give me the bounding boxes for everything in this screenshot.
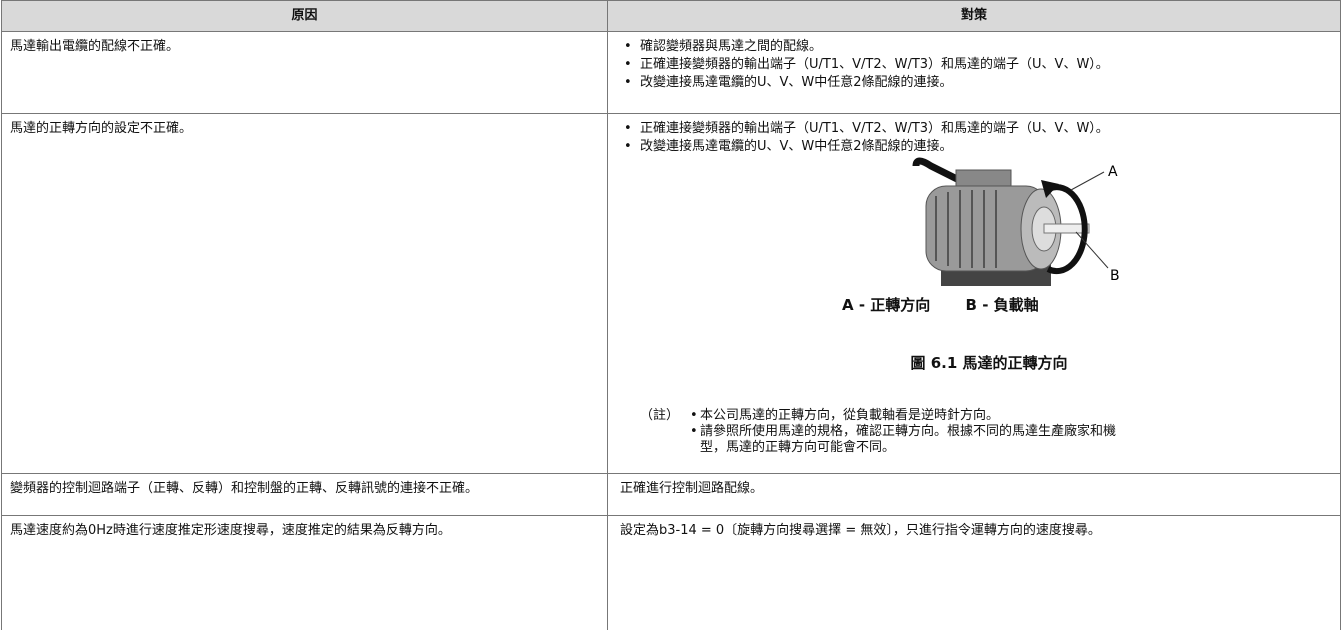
figure: A B A - 正轉方向 B - 負載軸 圖 6.1 馬達的正轉方向 bbox=[616, 156, 1332, 408]
row: 馬達速度約為0Hz時進行速度推定形速度搜尋，速度推定的結果為反轉方向。 設定為b… bbox=[1, 515, 1341, 630]
cause: 馬達速度約為0Hz時進行速度推定形速度搜尋，速度推定的結果為反轉方向。 bbox=[1, 515, 608, 630]
legend-key: A - bbox=[842, 296, 866, 314]
motor-illustration: A B bbox=[912, 157, 1120, 286]
measure: 正確連接變頻器的輸出端子（U/T1、V/T2、W/T3）和馬達的端子（U、V、W… bbox=[624, 56, 1332, 74]
measures: 正確進行控制迴路配線。 bbox=[607, 473, 1341, 516]
legend-key: B - bbox=[965, 296, 989, 314]
note: （註） 本公司馬達的正轉方向，從負載軸看是逆時針方向。 請參照所使用馬達的規格，… bbox=[640, 408, 1332, 456]
measure: 確認變頻器與馬達之間的配線。 bbox=[624, 38, 1332, 56]
measure: 改變連接馬達電纜的U、V、W中任意2條配線的連接。 bbox=[624, 74, 1332, 92]
figure-caption: 圖 6.1 馬達的正轉方向 bbox=[910, 354, 1068, 372]
cause: 變頻器的控制迴路端子（正轉、反轉）和控制盤的正轉、反轉訊號的連接不正確。 bbox=[1, 473, 608, 516]
header-cell: 對策 bbox=[607, 0, 1341, 32]
measure: 正確連接變頻器的輸出端子（U/T1、V/T2、W/T3）和馬達的端子（U、V、W… bbox=[624, 120, 1332, 138]
row: 變頻器的控制迴路端子（正轉、反轉）和控制盤的正轉、反轉訊號的連接不正確。 正確進… bbox=[1, 473, 1341, 516]
note-item: 本公司馬達的正轉方向，從負載軸看是逆時針方向。 bbox=[690, 408, 1130, 424]
legend-text: 正轉方向 bbox=[870, 296, 931, 314]
row: 馬達的正轉方向的設定不正確。 正確連接變頻器的輸出端子（U/T1、V/T2、W/… bbox=[1, 113, 1341, 474]
header-row: 原因 對策 bbox=[1, 0, 1341, 32]
figure-label: A bbox=[1108, 164, 1118, 180]
measure: 設定為b3-14 = 0〔旋轉方向搜尋選擇 = 無效〕，只進行指令運轉方向的速度… bbox=[620, 523, 1101, 538]
measures: 正確連接變頻器的輸出端子（U/T1、V/T2、W/T3）和馬達的端子（U、V、W… bbox=[607, 113, 1341, 474]
measures: 確認變頻器與馬達之間的配線。 正確連接變頻器的輸出端子（U/T1、V/T2、W/… bbox=[607, 31, 1341, 114]
row: 馬達輸出電纜的配線不正確。 確認變頻器與馬達之間的配線。 正確連接變頻器的輸出端… bbox=[1, 31, 1341, 114]
legend-text: 負載軸 bbox=[993, 296, 1039, 314]
note-label: （註） bbox=[640, 408, 680, 423]
cause: 馬達的正轉方向的設定不正確。 bbox=[1, 113, 608, 474]
legend-item: A - 正轉方向 bbox=[842, 296, 930, 314]
legend-item: B - 負載軸 bbox=[966, 296, 1039, 314]
measure: 改變連接馬達電纜的U、V、W中任意2條配線的連接。 bbox=[624, 138, 1332, 156]
header-cell: 原因 bbox=[1, 0, 608, 32]
note-item: 請參照所使用馬達的規格，確認正轉方向。根據不同的馬達生產廠家和機型，馬達的正轉方… bbox=[690, 424, 1130, 456]
figure-label: B bbox=[1110, 268, 1120, 284]
measure: 正確進行控制迴路配線。 bbox=[620, 481, 764, 496]
measures: 設定為b3-14 = 0〔旋轉方向搜尋選擇 = 無效〕，只進行指令運轉方向的速度… bbox=[607, 515, 1341, 630]
legend: A - 正轉方向 B - 負載軸 bbox=[842, 296, 1069, 314]
cause: 馬達輸出電纜的配線不正確。 bbox=[1, 31, 608, 114]
